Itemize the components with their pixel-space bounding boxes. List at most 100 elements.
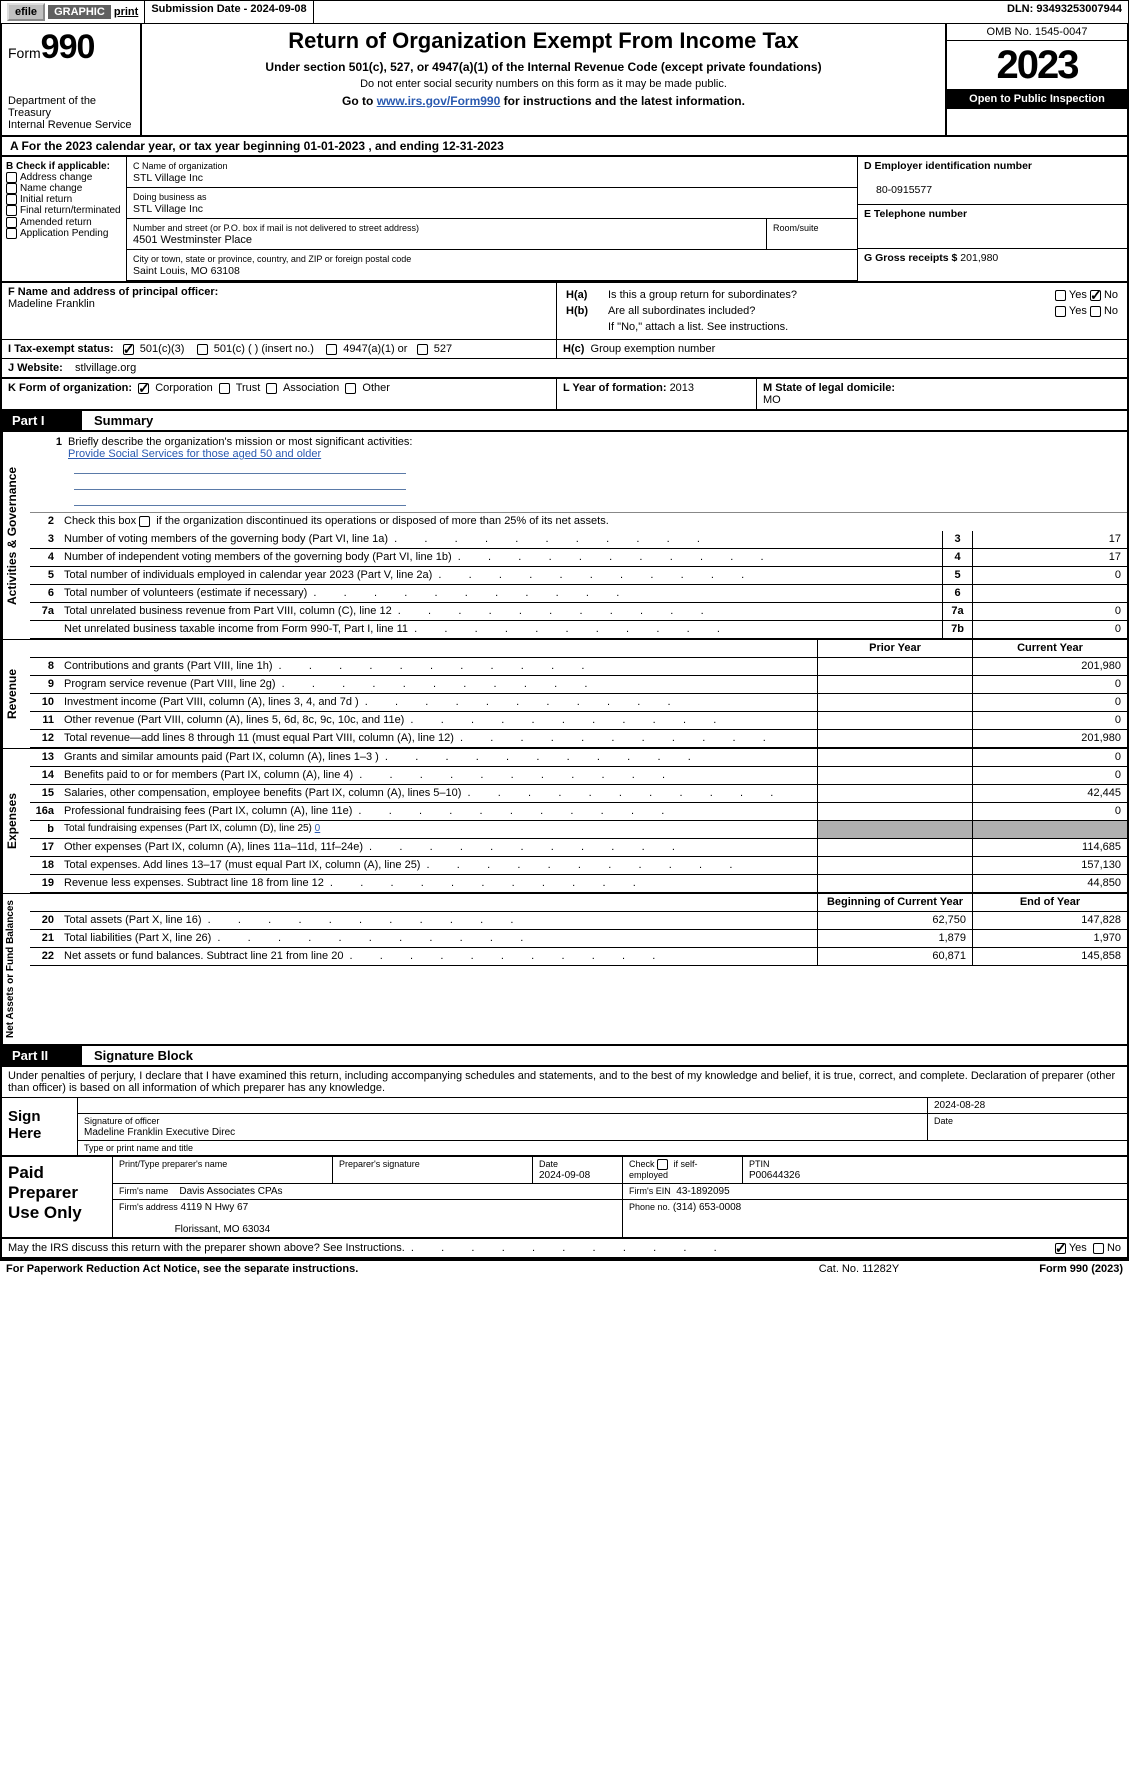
expense-row: 15Salaries, other compensation, employee… bbox=[30, 785, 1127, 803]
expense-row: 17Other expenses (Part IX, column (A), l… bbox=[30, 839, 1127, 857]
row-fh: F Name and address of principal officer:… bbox=[0, 283, 1129, 340]
part1-header: Part I Summary bbox=[0, 411, 1129, 432]
expense-row: 13Grants and similar amounts paid (Part … bbox=[30, 749, 1127, 767]
efile-button[interactable]: efile bbox=[7, 3, 45, 21]
sidetab-netassets: Net Assets or Fund Balances bbox=[2, 894, 30, 1044]
page-footer: For Paperwork Reduction Act Notice, see … bbox=[0, 1259, 1129, 1277]
line-a: A For the 2023 calendar year, or tax yea… bbox=[0, 137, 1129, 157]
header-mid: Return of Organization Exempt From Incom… bbox=[142, 24, 947, 135]
omb-number: OMB No. 1545-0047 bbox=[947, 24, 1127, 41]
expense-row: 19Revenue less expenses. Subtract line 1… bbox=[30, 875, 1127, 893]
firm-ein: 43-1892095 bbox=[676, 1186, 729, 1197]
discuss-no[interactable] bbox=[1093, 1243, 1104, 1254]
officer-name: Madeline Franklin Executive Direc bbox=[84, 1127, 235, 1138]
gov-row: Net unrelated business taxable income fr… bbox=[30, 621, 1127, 639]
website[interactable]: stlvillage.org bbox=[75, 362, 136, 374]
section-b-label: B Check if applicable: bbox=[6, 161, 110, 172]
chk-final-return[interactable] bbox=[6, 205, 17, 216]
revenue-section: Revenue Prior YearCurrent Year 8Contribu… bbox=[0, 640, 1129, 749]
mission-text: Provide Social Services for those aged 5… bbox=[68, 448, 321, 460]
expense-row: 18Total expenses. Add lines 13–17 (must … bbox=[30, 857, 1127, 875]
principal-officer: Madeline Franklin bbox=[8, 298, 95, 310]
dba-name: STL Village Inc bbox=[133, 203, 203, 215]
form-header: Form990 Department of the Treasury Inter… bbox=[0, 24, 1129, 137]
row-i: I Tax-exempt status: 501(c)(3) 501(c) ( … bbox=[0, 340, 1129, 359]
section-c: C Name of organization STL Village Inc D… bbox=[127, 157, 857, 281]
chk-address-change[interactable] bbox=[6, 172, 17, 183]
netassets-row: 20Total assets (Part X, line 16)62,75014… bbox=[30, 912, 1127, 930]
ein: 80-0915577 bbox=[864, 184, 932, 196]
graphic-button[interactable]: GRAPHIC bbox=[48, 5, 111, 19]
print-link[interactable]: print bbox=[114, 6, 138, 18]
ptin: P00644326 bbox=[749, 1170, 800, 1181]
sign-here-label: Sign Here bbox=[2, 1098, 77, 1155]
firm-phone: (314) 653-0008 bbox=[673, 1202, 741, 1213]
chk-initial-return[interactable] bbox=[6, 194, 17, 205]
efile-group: efile GRAPHIC print bbox=[1, 1, 145, 23]
ha-yes[interactable] bbox=[1055, 290, 1066, 301]
sidetab-expenses: Expenses bbox=[2, 749, 30, 893]
chk-527[interactable] bbox=[417, 344, 428, 355]
discuss-row: May the IRS discuss this return with the… bbox=[0, 1239, 1129, 1259]
gross-receipts: 201,980 bbox=[960, 252, 998, 264]
firm-address: 4119 N Hwy 67 bbox=[181, 1202, 249, 1213]
netassets-row: 21Total liabilities (Part X, line 26)1,8… bbox=[30, 930, 1127, 948]
chk-app-pending[interactable] bbox=[6, 228, 17, 239]
expense-row: bTotal fundraising expenses (Part IX, co… bbox=[30, 821, 1127, 839]
chk-other[interactable] bbox=[345, 383, 356, 394]
expense-row: 16aProfessional fundraising fees (Part I… bbox=[30, 803, 1127, 821]
ssn-warning: Do not enter social security numbers on … bbox=[150, 78, 937, 90]
part2-header: Part II Signature Block bbox=[0, 1046, 1129, 1067]
header-left: Form990 Department of the Treasury Inter… bbox=[2, 24, 142, 135]
chk-assoc[interactable] bbox=[266, 383, 277, 394]
chk-501c3[interactable] bbox=[123, 344, 134, 355]
open-public-badge: Open to Public Inspection bbox=[947, 89, 1127, 109]
paid-preparer-block: Paid Preparer Use Only Print/Type prepar… bbox=[0, 1157, 1129, 1239]
dln: DLN: 93493253007944 bbox=[1001, 1, 1128, 23]
section-bcd: B Check if applicable: Address change Na… bbox=[0, 157, 1129, 283]
city-state-zip: Saint Louis, MO 63108 bbox=[133, 265, 240, 277]
revenue-row: 11Other revenue (Part VIII, column (A), … bbox=[30, 712, 1127, 730]
irs-label: Internal Revenue Service bbox=[8, 119, 134, 131]
chk-self-employed[interactable] bbox=[657, 1159, 668, 1170]
gov-row: 5Total number of individuals employed in… bbox=[30, 567, 1127, 585]
hb-yes[interactable] bbox=[1055, 306, 1066, 317]
discuss-yes[interactable] bbox=[1055, 1243, 1066, 1254]
preparer-date: 2024-09-08 bbox=[539, 1170, 590, 1181]
gov-row: 7aTotal unrelated business revenue from … bbox=[30, 603, 1127, 621]
gov-row: 6Total number of volunteers (estimate if… bbox=[30, 585, 1127, 603]
firm-name: Davis Associates CPAs bbox=[179, 1186, 282, 1197]
chk-corp[interactable] bbox=[138, 383, 149, 394]
header-right: OMB No. 1545-0047 2023 Open to Public In… bbox=[947, 24, 1127, 135]
row-klm: K Form of organization: Corporation Trus… bbox=[0, 379, 1129, 411]
chk-amended[interactable] bbox=[6, 217, 17, 228]
tax-year: 2023 bbox=[947, 41, 1127, 89]
expenses-section: Expenses 13Grants and similar amounts pa… bbox=[0, 749, 1129, 894]
chk-4947[interactable] bbox=[326, 344, 337, 355]
dept-treasury: Department of the Treasury bbox=[8, 95, 134, 119]
chk-trust[interactable] bbox=[219, 383, 230, 394]
section-deg: D Employer identification number 80-0915… bbox=[857, 157, 1127, 281]
submission-date: Submission Date - 2024-09-08 bbox=[145, 1, 313, 23]
telephone-label: E Telephone number bbox=[864, 208, 967, 220]
catalog-number: Cat. No. 11282Y bbox=[819, 1263, 900, 1275]
revenue-row: 8Contributions and grants (Part VIII, li… bbox=[30, 658, 1127, 676]
chk-discontinued[interactable] bbox=[139, 516, 150, 527]
expense-row: 14Benefits paid to or for members (Part … bbox=[30, 767, 1127, 785]
revenue-row: 9Program service revenue (Part VIII, lin… bbox=[30, 676, 1127, 694]
revenue-row: 12Total revenue—add lines 8 through 11 (… bbox=[30, 730, 1127, 748]
street-address: 4501 Westminster Place bbox=[133, 234, 252, 246]
hb-no[interactable] bbox=[1090, 306, 1101, 317]
gov-row: 4Number of independent voting members of… bbox=[30, 549, 1127, 567]
chk-501c[interactable] bbox=[197, 344, 208, 355]
netassets-row: 22Net assets or fund balances. Subtract … bbox=[30, 948, 1127, 966]
irs-link[interactable]: www.irs.gov/Form990 bbox=[377, 94, 501, 108]
room-suite-label: Room/suite bbox=[773, 223, 819, 233]
year-formation: 2013 bbox=[670, 382, 694, 394]
officer-sign-date: 2024-08-28 bbox=[934, 1100, 985, 1111]
chk-name-change[interactable] bbox=[6, 183, 17, 194]
form-title: Return of Organization Exempt From Incom… bbox=[150, 28, 937, 54]
perjury-text: Under penalties of perjury, I declare th… bbox=[0, 1067, 1129, 1097]
sidetab-governance: Activities & Governance bbox=[2, 432, 30, 639]
ha-no[interactable] bbox=[1090, 290, 1101, 301]
